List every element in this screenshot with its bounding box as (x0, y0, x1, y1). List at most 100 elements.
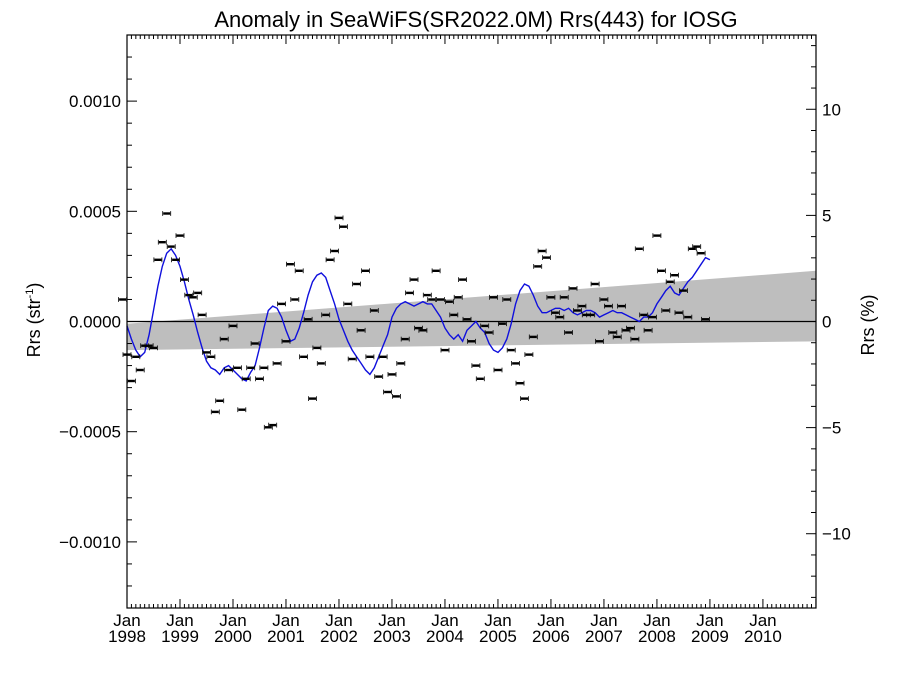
data-point-mark (468, 340, 475, 343)
data-point (608, 330, 618, 335)
data-point-mark (211, 410, 219, 414)
data-point-mark (702, 318, 709, 321)
data-point-mark (671, 274, 679, 277)
data-point-mark (662, 309, 670, 312)
data-point (511, 361, 520, 366)
data-point-mark (278, 302, 286, 306)
x-tick-label-month: Jan (537, 611, 564, 630)
data-point-mark (163, 212, 171, 215)
data-point-mark (587, 313, 595, 317)
data-point-mark (463, 318, 471, 321)
data-point-mark (375, 375, 383, 378)
data-point (127, 378, 136, 384)
data-point (692, 244, 702, 249)
data-point-mark (127, 379, 135, 383)
data-point (467, 338, 476, 344)
data-point-mark (697, 252, 705, 255)
data-point-mark (300, 355, 308, 358)
data-point (277, 301, 287, 307)
data-point-mark (613, 335, 621, 339)
data-point (657, 268, 666, 274)
data-point (568, 286, 578, 291)
running-mean-layer (126, 247, 711, 382)
data-point (135, 367, 145, 373)
data-point-mark (273, 362, 281, 365)
data-point-mark (410, 278, 418, 281)
data-point-mark (392, 395, 400, 398)
data-point (149, 345, 158, 351)
data-point-mark (644, 329, 652, 332)
data-point-mark (649, 315, 656, 319)
data-point (537, 248, 547, 254)
data-point-mark (154, 258, 162, 261)
data-points-layer (118, 211, 710, 430)
data-point-mark (203, 351, 210, 354)
data-point (542, 255, 551, 260)
y-tick-label-right: 10 (822, 100, 841, 119)
data-point (299, 354, 309, 360)
data-point-mark (401, 337, 409, 341)
data-point-mark (406, 291, 414, 295)
data-point (493, 367, 503, 373)
data-point (652, 233, 662, 238)
data-point (188, 294, 198, 300)
data-point (202, 350, 211, 355)
data-point (193, 290, 203, 296)
data-point-mark (432, 269, 440, 272)
data-point (325, 257, 335, 263)
x-tick-label-month: Jan (166, 611, 193, 630)
data-point (224, 367, 234, 373)
data-point (400, 336, 410, 342)
data-point-mark (397, 362, 405, 365)
x-tick-label-month: Jan (431, 611, 458, 630)
data-point (520, 396, 529, 401)
data-point (475, 376, 485, 382)
data-point (347, 356, 357, 362)
data-point (391, 394, 401, 399)
x-tick-label-year: 2005 (479, 627, 517, 646)
data-point-mark (331, 249, 339, 253)
data-point-mark (256, 377, 263, 380)
data-point (303, 316, 313, 322)
data-point (215, 398, 225, 404)
data-point-mark (481, 324, 489, 328)
x-tick-label-month: Jan (590, 611, 617, 630)
data-point-mark (194, 291, 202, 295)
data-point (506, 347, 516, 353)
data-point-mark (666, 280, 674, 283)
data-point-mark (485, 331, 493, 334)
data-point (440, 347, 450, 353)
data-point-mark (189, 296, 197, 299)
data-point (590, 281, 600, 287)
data-point-mark (675, 311, 683, 314)
data-point-mark (220, 337, 228, 341)
data-point (639, 312, 649, 318)
data-point-mark (362, 269, 369, 272)
data-point-mark (172, 258, 180, 261)
data-point-mark (459, 278, 467, 281)
x-tick-label-year: 1998 (108, 627, 146, 646)
data-point-mark (450, 313, 458, 317)
data-point (228, 323, 238, 329)
data-point-mark (609, 331, 617, 334)
y-tick-label-left: 0.0000 (69, 313, 121, 332)
data-point (661, 308, 671, 313)
data-point (634, 246, 644, 252)
y-tick-label-right: −10 (822, 525, 851, 544)
data-point-mark (578, 304, 586, 308)
y-axis-left-label: Rrs (str-1) (24, 283, 44, 358)
data-point (197, 312, 207, 318)
y-tick-label-left: 0.0010 (69, 92, 121, 111)
y-axis-right-label: Rrs (%) (858, 295, 878, 356)
data-point (564, 330, 573, 335)
y-tick-label-right: −5 (822, 419, 841, 438)
x-tick-label-month: Jan (378, 611, 405, 630)
data-point (577, 303, 587, 309)
data-point-mark (304, 318, 312, 321)
data-point (131, 354, 141, 360)
data-point (617, 303, 626, 309)
x-tick-label-year: 2002 (320, 627, 358, 646)
data-point-mark (445, 300, 453, 303)
x-tick-label-month: Jan (272, 611, 299, 630)
data-point-mark (326, 258, 334, 261)
